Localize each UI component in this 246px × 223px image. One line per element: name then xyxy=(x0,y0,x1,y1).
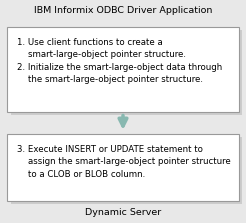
Text: IBM Informix ODBC Driver Application: IBM Informix ODBC Driver Application xyxy=(34,6,212,14)
FancyBboxPatch shape xyxy=(11,137,242,204)
FancyBboxPatch shape xyxy=(7,27,239,112)
Text: Dynamic Server: Dynamic Server xyxy=(85,209,161,217)
Text: 1. Use client functions to create a
    smart-large-object pointer structure.
2.: 1. Use client functions to create a smar… xyxy=(17,38,222,85)
FancyBboxPatch shape xyxy=(7,134,239,201)
FancyBboxPatch shape xyxy=(11,30,242,115)
Text: 3. Execute INSERT or UPDATE statement to
    assign the smart-large-object point: 3. Execute INSERT or UPDATE statement to… xyxy=(17,145,231,179)
